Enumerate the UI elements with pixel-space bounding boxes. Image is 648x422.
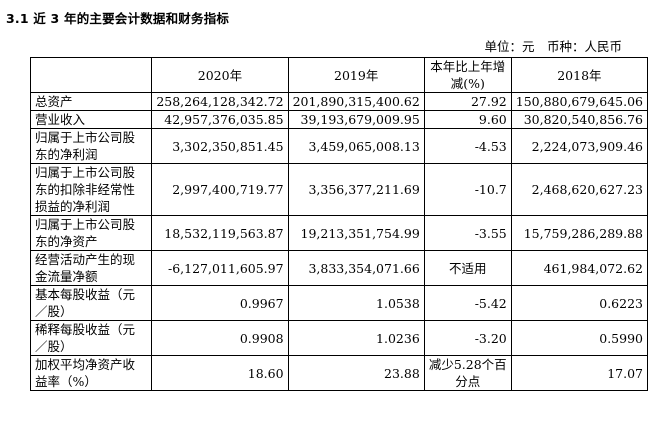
cell-change: -4.53 <box>423 128 512 164</box>
table-header-row: 2020年 2019年 本年比上年增减(%) 2018年 <box>29 57 648 93</box>
row-label: 归属于上市公司股东的扣除非经常性损益的净利润 <box>29 163 153 216</box>
cell-change: 减少5.28个百分点 <box>423 355 512 391</box>
cell-2018: 30,820,540,856.76 <box>510 110 648 129</box>
cell-2018: 17.07 <box>510 355 648 391</box>
cell-2019: 19,213,351,754.99 <box>287 215 425 251</box>
header-cell-2020: 2020年 <box>151 57 289 93</box>
cell-change: 不适用 <box>423 250 512 286</box>
cell-2018: 0.5990 <box>510 320 648 356</box>
cell-change: 9.60 <box>423 110 512 129</box>
row-label: 经营活动产生的现金流量净额 <box>29 250 153 286</box>
table-row: 营业收入 42,957,376,035.85 39,193,679,009.95… <box>29 110 648 129</box>
table-row: 归属于上市公司股东的净资产 18,532,119,563.87 19,213,3… <box>29 215 648 251</box>
cell-2020: 18.60 <box>151 355 289 391</box>
cell-change: -10.7 <box>423 163 512 216</box>
table-row: 经营活动产生的现金流量净额 -6,127,011,605.97 3,833,35… <box>29 250 648 286</box>
header-cell-blank <box>29 57 153 93</box>
cell-2019: 39,193,679,009.95 <box>287 110 425 129</box>
cell-change: 27.92 <box>423 92 512 111</box>
cell-2019: 1.0236 <box>287 320 425 356</box>
row-label: 归属于上市公司股东的净资产 <box>29 215 153 251</box>
cell-2020: 42,957,376,035.85 <box>151 110 289 129</box>
row-label: 基本每股收益（元／股） <box>29 285 153 321</box>
row-label: 归属于上市公司股东的净利润 <box>29 128 153 164</box>
row-label: 营业收入 <box>29 110 153 129</box>
header-cell-change: 本年比上年增减(%) <box>423 57 512 93</box>
cell-2018: 2,468,620,627.23 <box>510 163 648 216</box>
cell-2018: 150,880,679,645.06 <box>510 92 648 111</box>
cell-2018: 15,759,286,289.88 <box>510 215 648 251</box>
table-row: 基本每股收益（元／股） 0.9967 1.0538 -5.42 0.6223 <box>29 285 648 321</box>
cell-2019: 3,356,377,211.69 <box>287 163 425 216</box>
row-label: 加权平均净资产收益率（%） <box>29 355 153 391</box>
cell-2020: -6,127,011,605.97 <box>151 250 289 286</box>
table-row: 归属于上市公司股东的扣除非经常性损益的净利润 2,997,400,719.77 … <box>29 163 648 216</box>
financial-indicators-table: 2020年 2019年 本年比上年增减(%) 2018年 总资产 258,264… <box>29 57 648 391</box>
cell-2020: 2,997,400,719.77 <box>151 163 289 216</box>
table-row: 总资产 258,264,128,342.72 201,890,315,400.6… <box>29 92 648 111</box>
cell-change: -5.42 <box>423 285 512 321</box>
cell-2019: 3,459,065,008.13 <box>287 128 425 164</box>
row-label: 稀释每股收益（元／股） <box>29 320 153 356</box>
cell-2019: 3,833,354,071.66 <box>287 250 425 286</box>
cell-2018: 2,224,073,909.46 <box>510 128 648 164</box>
unit-currency-note: 单位：元 币种：人民币 <box>484 39 622 54</box>
cell-2020: 18,532,119,563.87 <box>151 215 289 251</box>
cell-2020: 258,264,128,342.72 <box>151 92 289 111</box>
cell-2020: 0.9967 <box>151 285 289 321</box>
cell-2019: 23.88 <box>287 355 425 391</box>
table-row: 加权平均净资产收益率（%） 18.60 23.88 减少5.28个百分点 17.… <box>29 355 648 391</box>
table-row: 归属于上市公司股东的净利润 3,302,350,851.45 3,459,065… <box>29 128 648 164</box>
cell-change: -3.20 <box>423 320 512 356</box>
cell-change: -3.55 <box>423 215 512 251</box>
cell-2019: 201,890,315,400.62 <box>287 92 425 111</box>
row-label: 总资产 <box>29 92 153 111</box>
table-row: 稀释每股收益（元／股） 0.9908 1.0236 -3.20 0.5990 <box>29 320 648 356</box>
header-cell-2018: 2018年 <box>510 57 648 93</box>
cell-2018: 0.6223 <box>510 285 648 321</box>
header-cell-2019: 2019年 <box>287 57 425 93</box>
cell-2020: 0.9908 <box>151 320 289 356</box>
cell-2018: 461,984,072.62 <box>510 250 648 286</box>
cell-2019: 1.0538 <box>287 285 425 321</box>
cell-2020: 3,302,350,851.45 <box>151 128 289 164</box>
section-heading: 3.1 近 3 年的主要会计数据和财务指标 <box>6 11 230 26</box>
